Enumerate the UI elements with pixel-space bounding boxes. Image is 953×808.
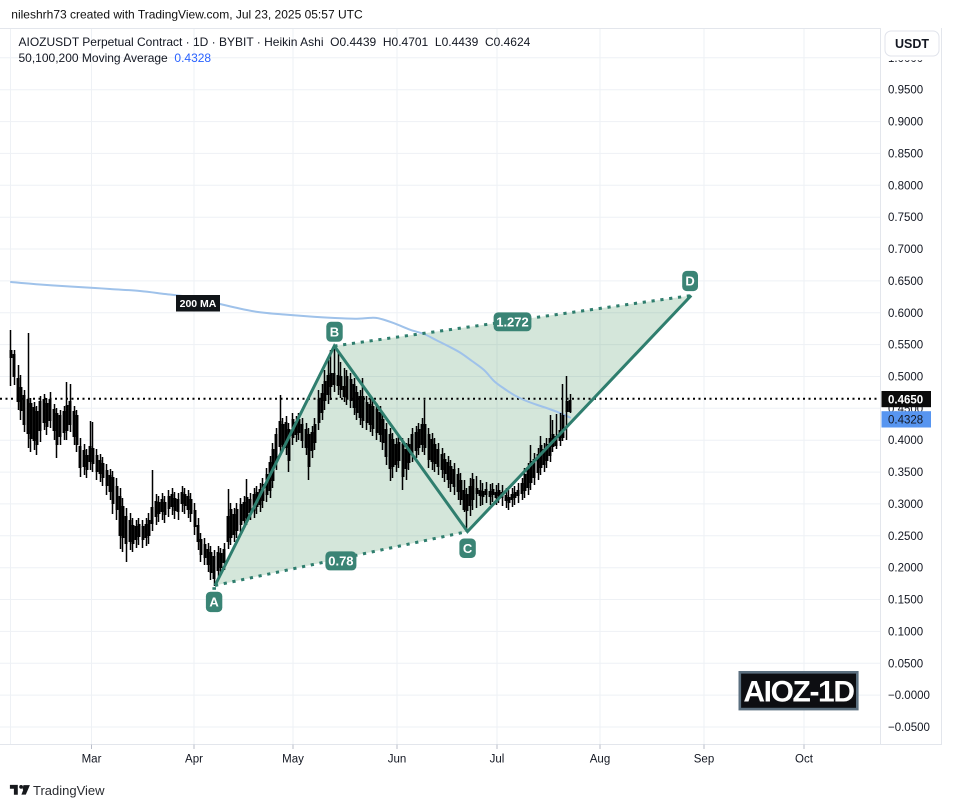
- svg-text:May: May: [282, 754, 304, 766]
- svg-text:0.3000: 0.3000: [888, 499, 923, 511]
- svg-text:0.6500: 0.6500: [888, 276, 923, 288]
- svg-text:Mar: Mar: [82, 754, 102, 766]
- svg-text:Aug: Aug: [590, 754, 610, 766]
- svg-text:0.4650: 0.4650: [888, 394, 923, 406]
- svg-text:0.1500: 0.1500: [888, 595, 923, 607]
- svg-text:0.7500: 0.7500: [888, 212, 923, 224]
- svg-text:Jun: Jun: [388, 754, 407, 766]
- svg-text:D: D: [685, 274, 694, 289]
- svg-text:Oct: Oct: [795, 754, 814, 766]
- svg-text:Apr: Apr: [185, 754, 203, 766]
- svg-text:0.9000: 0.9000: [888, 117, 923, 129]
- svg-text:USDT: USDT: [895, 37, 929, 51]
- svg-text:0.4328: 0.4328: [888, 415, 923, 427]
- svg-text:B: B: [330, 325, 339, 340]
- svg-text:Jul: Jul: [490, 754, 505, 766]
- svg-text:Sep: Sep: [694, 754, 714, 766]
- svg-text:0.7000: 0.7000: [888, 244, 923, 256]
- svg-text:0.3500: 0.3500: [888, 467, 923, 479]
- svg-text:200 MA: 200 MA: [180, 298, 217, 310]
- svg-text:0.5000: 0.5000: [888, 372, 923, 384]
- svg-text:A: A: [209, 595, 219, 610]
- svg-text:0.1000: 0.1000: [888, 626, 923, 638]
- svg-text:AIOZUSDT Perpetual Contract ·: AIOZUSDT Perpetual Contract · 1D · BYBIT…: [19, 35, 531, 49]
- svg-text:−0.0500: −0.0500: [888, 722, 930, 734]
- svg-text:0.6000: 0.6000: [888, 308, 923, 320]
- svg-text:0.78: 0.78: [328, 554, 353, 569]
- svg-text:0.9500: 0.9500: [888, 85, 923, 97]
- svg-text:0.2500: 0.2500: [888, 531, 923, 543]
- svg-text:0.4000: 0.4000: [888, 435, 923, 447]
- svg-text:TradingView: TradingView: [33, 783, 105, 798]
- svg-text:50,100,200 Moving Average 0.4: 50,100,200 Moving Average 0.4328: [19, 51, 212, 65]
- svg-text:0.2000: 0.2000: [888, 563, 923, 575]
- svg-text:nileshrh73 created with Tradin: nileshrh73 created with TradingView.com,…: [11, 8, 363, 22]
- svg-text:AIOZ-1D: AIOZ-1D: [743, 676, 854, 709]
- svg-text:1.272: 1.272: [496, 315, 529, 330]
- svg-text:0.8000: 0.8000: [888, 180, 923, 192]
- svg-text:0.5500: 0.5500: [888, 340, 923, 352]
- svg-text:0.0500: 0.0500: [888, 658, 923, 670]
- svg-text:1.0000: 1.0000: [888, 53, 923, 65]
- svg-text:0.8500: 0.8500: [888, 148, 923, 160]
- svg-text:C: C: [463, 541, 473, 556]
- svg-text:−0.0000: −0.0000: [888, 690, 930, 702]
